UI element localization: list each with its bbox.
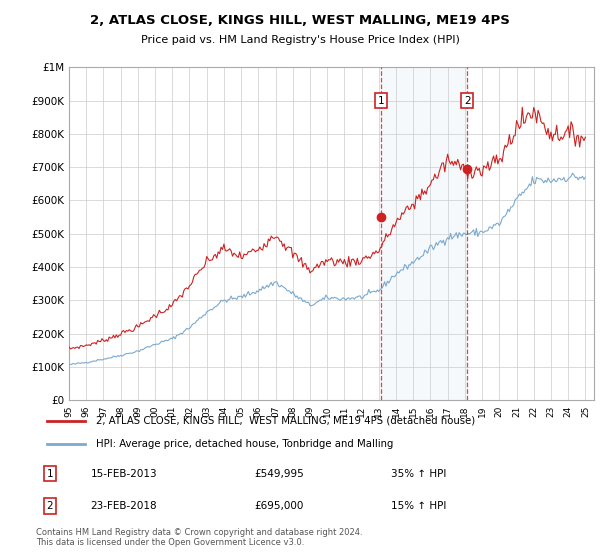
Text: 2: 2 — [464, 96, 470, 105]
Text: £549,995: £549,995 — [254, 469, 304, 479]
Text: 2, ATLAS CLOSE, KINGS HILL,  WEST MALLING, ME19 4PS (detached house): 2, ATLAS CLOSE, KINGS HILL, WEST MALLING… — [96, 416, 475, 426]
Text: HPI: Average price, detached house, Tonbridge and Malling: HPI: Average price, detached house, Tonb… — [96, 439, 394, 449]
Text: 15-FEB-2013: 15-FEB-2013 — [91, 469, 157, 479]
Text: 23-FEB-2018: 23-FEB-2018 — [91, 501, 157, 511]
Text: 2: 2 — [46, 501, 53, 511]
Text: 35% ↑ HPI: 35% ↑ HPI — [391, 469, 446, 479]
Bar — [381, 67, 467, 400]
Text: 2, ATLAS CLOSE, KINGS HILL, WEST MALLING, ME19 4PS: 2, ATLAS CLOSE, KINGS HILL, WEST MALLING… — [90, 14, 510, 27]
Text: 15% ↑ HPI: 15% ↑ HPI — [391, 501, 446, 511]
Text: £695,000: £695,000 — [254, 501, 304, 511]
Text: Price paid vs. HM Land Registry's House Price Index (HPI): Price paid vs. HM Land Registry's House … — [140, 35, 460, 45]
Text: 1: 1 — [46, 469, 53, 479]
Text: Contains HM Land Registry data © Crown copyright and database right 2024.
This d: Contains HM Land Registry data © Crown c… — [36, 528, 362, 547]
Text: 1: 1 — [377, 96, 384, 105]
